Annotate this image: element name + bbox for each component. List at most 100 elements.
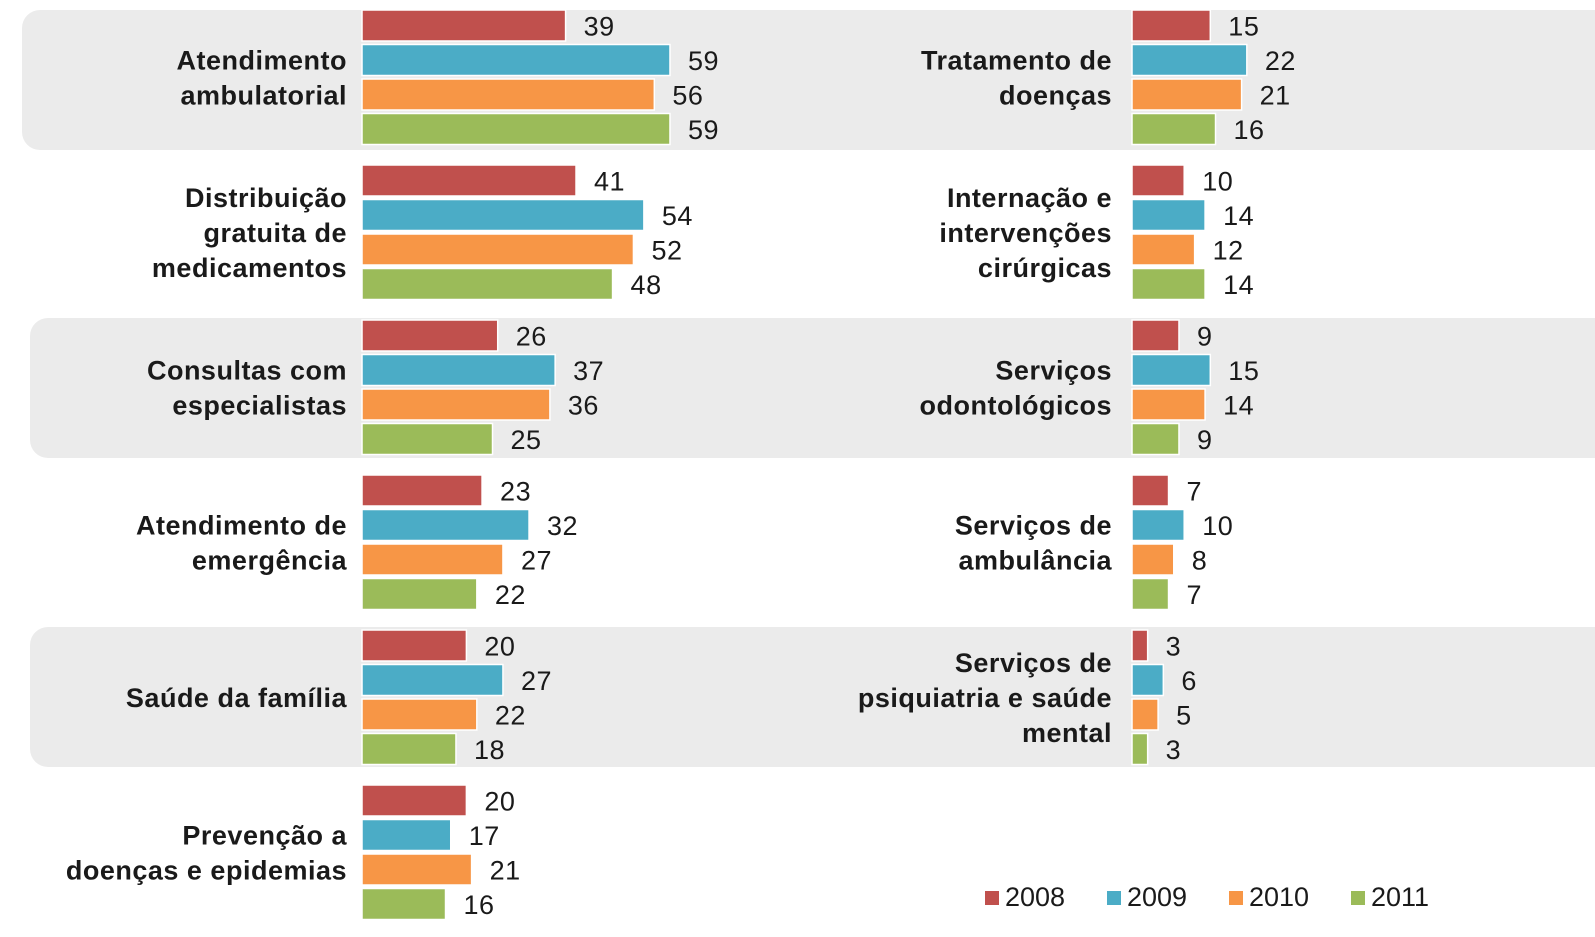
bar bbox=[361, 732, 457, 766]
bar bbox=[1131, 543, 1175, 576]
value-label: 21 bbox=[1260, 81, 1291, 111]
value-label: 20 bbox=[484, 632, 515, 662]
category-label: ambulatorial bbox=[180, 81, 347, 111]
value-label: 27 bbox=[521, 546, 552, 576]
bar bbox=[1131, 43, 1248, 77]
bar bbox=[361, 353, 556, 387]
value-label: 25 bbox=[511, 425, 542, 455]
legend-label: 2010 bbox=[1249, 882, 1309, 912]
bar bbox=[1131, 388, 1206, 421]
bar bbox=[361, 78, 656, 111]
bar bbox=[361, 784, 468, 817]
value-label: 14 bbox=[1223, 391, 1254, 421]
bar bbox=[361, 543, 504, 576]
bar bbox=[361, 164, 577, 197]
bar bbox=[1131, 233, 1196, 266]
bar bbox=[1131, 732, 1149, 766]
value-label: 52 bbox=[651, 236, 682, 266]
value-label: 56 bbox=[672, 81, 703, 111]
bar bbox=[361, 233, 635, 266]
bar bbox=[361, 508, 530, 542]
value-label: 15 bbox=[1228, 356, 1259, 386]
bar bbox=[1131, 422, 1180, 456]
bar bbox=[361, 698, 478, 731]
category-label: Consultas com bbox=[147, 356, 347, 386]
bar bbox=[361, 267, 614, 301]
bar bbox=[1131, 319, 1180, 352]
band bbox=[30, 627, 1595, 767]
bar bbox=[1131, 577, 1170, 611]
value-label: 14 bbox=[1223, 270, 1254, 300]
bar bbox=[361, 818, 452, 852]
bar bbox=[361, 577, 478, 611]
value-label: 6 bbox=[1181, 666, 1197, 696]
legend-label: 2008 bbox=[1005, 882, 1065, 912]
bar bbox=[1131, 9, 1212, 42]
value-label: 21 bbox=[490, 856, 521, 886]
legend-swatch bbox=[1107, 891, 1121, 905]
legend-label: 2009 bbox=[1127, 882, 1187, 912]
legend-swatch bbox=[1351, 891, 1365, 905]
value-label: 41 bbox=[594, 167, 625, 197]
value-label: 16 bbox=[464, 890, 495, 920]
value-label: 22 bbox=[495, 580, 526, 610]
value-label: 22 bbox=[1265, 46, 1296, 76]
bar bbox=[1131, 629, 1149, 662]
value-label: 36 bbox=[568, 391, 599, 421]
value-label: 5 bbox=[1176, 701, 1192, 731]
bar bbox=[361, 319, 499, 352]
category-label: Atendimento bbox=[177, 46, 348, 76]
bar bbox=[1131, 508, 1185, 542]
value-label: 20 bbox=[484, 787, 515, 817]
category-label: gratuita de bbox=[203, 218, 347, 248]
category-label: emergência bbox=[192, 546, 348, 576]
value-label: 59 bbox=[688, 115, 719, 145]
value-label: 10 bbox=[1202, 167, 1233, 197]
legend-swatch bbox=[985, 891, 999, 905]
category-label: especialistas bbox=[172, 391, 347, 421]
category-label: odontológicos bbox=[920, 391, 1112, 421]
category-label: cirúrgicas bbox=[978, 253, 1112, 283]
value-label: 3 bbox=[1166, 632, 1182, 662]
value-label: 39 bbox=[584, 12, 615, 42]
value-label: 3 bbox=[1166, 735, 1182, 765]
category-label: Serviços bbox=[995, 356, 1112, 386]
category-label: doenças bbox=[999, 81, 1112, 111]
category-label: Saúde da família bbox=[126, 683, 348, 713]
category-label: Prevenção a bbox=[182, 821, 347, 851]
value-label: 7 bbox=[1187, 477, 1203, 507]
value-label: 10 bbox=[1202, 511, 1233, 541]
value-label: 27 bbox=[521, 666, 552, 696]
bar bbox=[361, 388, 551, 421]
bar bbox=[361, 9, 567, 42]
bar bbox=[361, 629, 468, 662]
value-label: 37 bbox=[573, 356, 604, 386]
bar bbox=[1131, 198, 1206, 232]
bar bbox=[1131, 112, 1217, 146]
category-label: Serviços de bbox=[955, 648, 1112, 678]
value-label: 18 bbox=[474, 735, 505, 765]
bar bbox=[1131, 698, 1159, 731]
category-label: Tratamento de bbox=[921, 46, 1112, 76]
bar bbox=[1131, 164, 1185, 197]
value-label: 26 bbox=[516, 322, 547, 352]
bar bbox=[1131, 353, 1212, 387]
bar bbox=[1131, 663, 1165, 697]
bar bbox=[361, 474, 483, 507]
category-label: intervenções bbox=[939, 218, 1112, 248]
value-label: 59 bbox=[688, 46, 719, 76]
legend-swatch bbox=[1229, 891, 1243, 905]
value-label: 54 bbox=[662, 201, 693, 231]
value-label: 8 bbox=[1192, 546, 1208, 576]
bar bbox=[361, 422, 494, 456]
bar bbox=[1131, 78, 1243, 111]
value-label: 32 bbox=[547, 511, 578, 541]
value-label: 23 bbox=[500, 477, 531, 507]
category-label: medicamentos bbox=[152, 253, 347, 283]
category-label: Distribuição bbox=[185, 183, 347, 213]
value-label: 7 bbox=[1187, 580, 1203, 610]
category-label: doenças e epidemias bbox=[66, 856, 347, 886]
category-label: psiquiatria e saúde bbox=[858, 683, 1112, 713]
value-label: 12 bbox=[1213, 236, 1244, 266]
